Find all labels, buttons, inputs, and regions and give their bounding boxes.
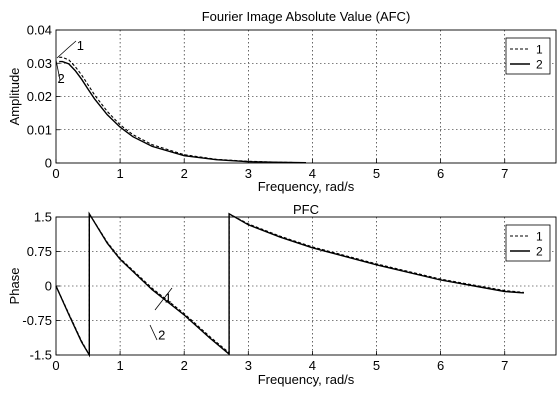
x-tick-label: 6 [437,358,444,373]
legend-box [505,37,551,75]
chart-title: PFC [293,202,319,217]
legend-label: 2 [536,58,543,72]
y-tick-label: 0.01 [27,122,52,137]
x-tick-label: 3 [245,166,252,181]
annotation-leader [55,59,61,81]
x-tick-label: 4 [309,166,316,181]
y-axis-title: Amplitude [7,68,22,126]
y-tick-label: 0.75 [27,244,52,259]
x-axis-title: Frequency, rad/s [258,179,355,194]
annotation-label: 1 [77,38,84,53]
annotation-label: 1 [165,291,172,306]
x-axis-title: Frequency, rad/s [258,372,355,387]
x-tick-label: 0 [52,166,59,181]
annotation-leader [149,324,158,341]
x-tick-label: 1 [116,166,123,181]
x-tick-label: 5 [373,166,380,181]
x-tick-label: 3 [245,358,252,373]
y-axis-title: Phase [7,268,22,305]
x-tick-label: 6 [437,166,444,181]
y-tick-label: 0.02 [27,89,52,104]
pfc-chart: 0 1 2 3 4 5 6 7-1.5-0.7500.751.51212PFCFrequenc… [7,202,557,387]
series-2-line [59,60,307,164]
x-tick-label: 2 [181,358,188,373]
y-tick-label: -1.5 [30,348,52,363]
x-tick-label: 0 [52,358,59,373]
series-2-line [55,211,524,358]
y-tick-label: 0.04 [27,23,52,38]
annotation-leader [56,40,77,59]
y-tick-label: 1.5 [34,210,52,225]
y-tick-label: 0.03 [27,56,52,71]
x-tick-label: 4 [309,358,316,373]
y-tick-label: 0 [45,156,52,171]
legend-box [505,224,551,262]
legend-label: 2 [536,245,543,259]
annotation-label: 2 [58,71,65,86]
legend-label: 1 [536,230,543,244]
x-tick-label: 1 [116,358,123,373]
x-tick-label: 7 [501,358,508,373]
legend-label: 1 [536,43,543,57]
x-tick-label: 5 [373,358,380,373]
annotation-leader [154,287,173,311]
chart-title: Fourier Image Absolute Value (AFC) [202,9,411,24]
x-tick-label: 7 [501,166,508,181]
annotation-label: 2 [158,327,165,342]
y-tick-label: -0.75 [22,313,52,328]
x-tick-label: 2 [181,166,188,181]
y-tick-label: 0 [45,279,52,294]
